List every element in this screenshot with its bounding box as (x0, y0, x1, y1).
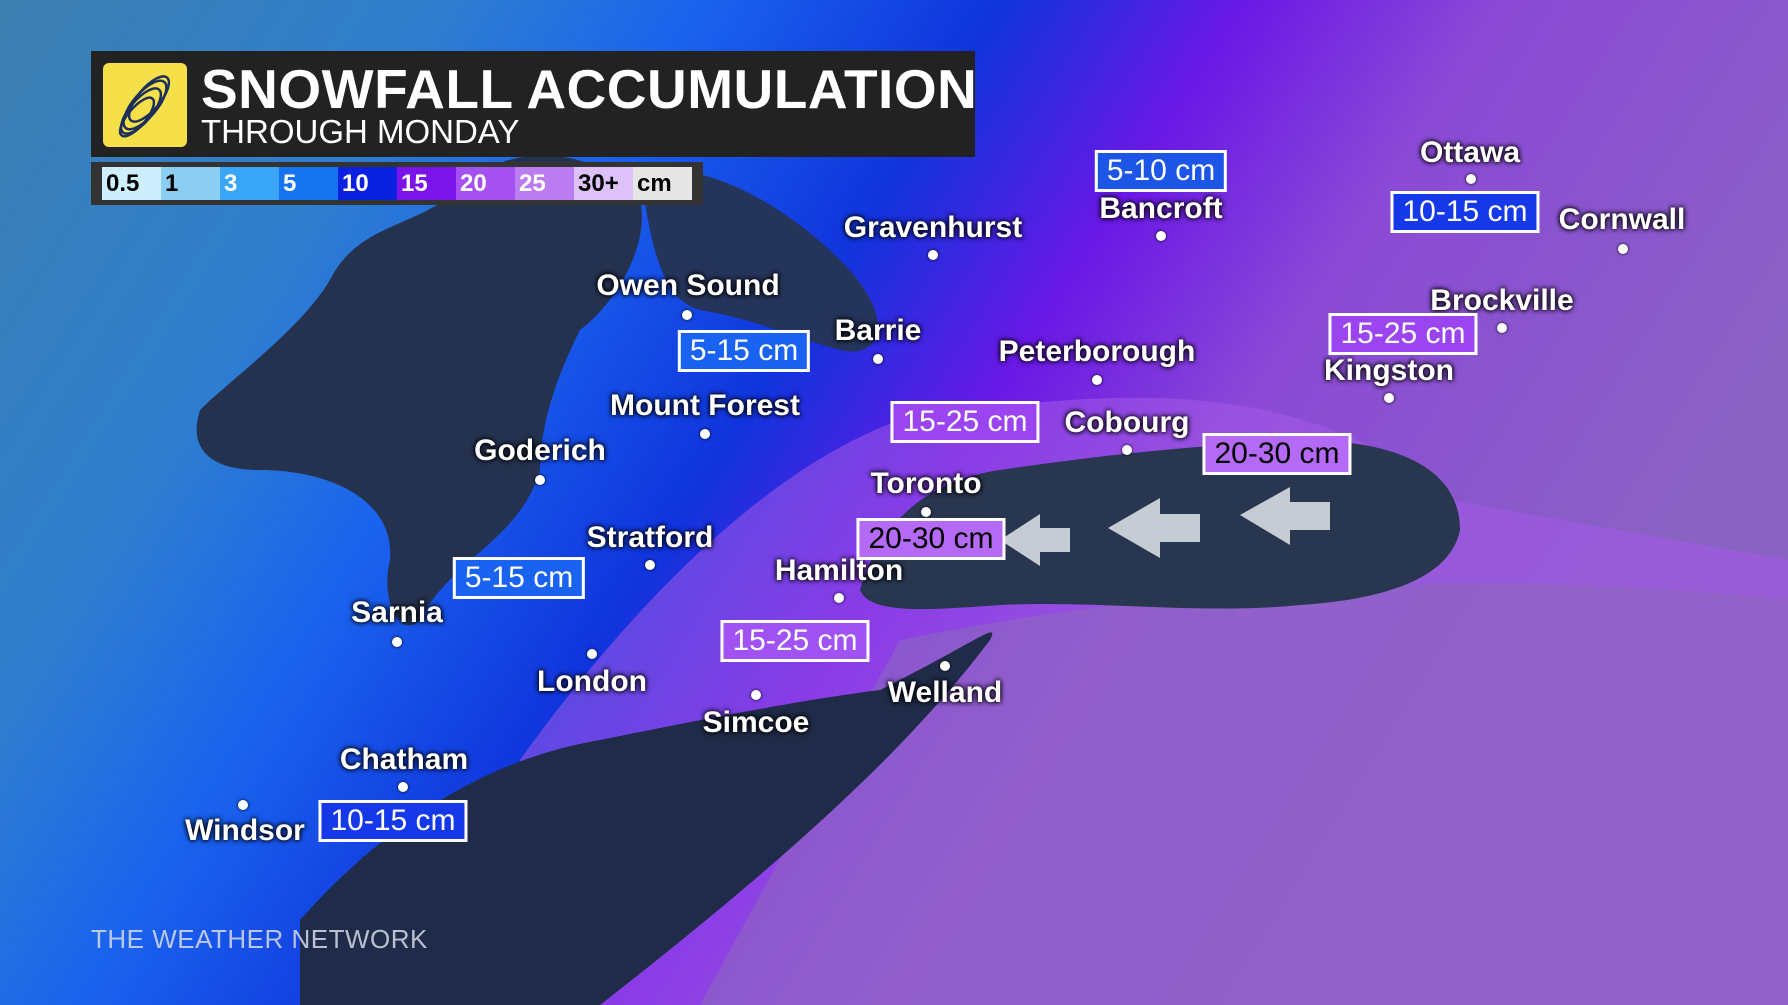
arrow-left-icon (1000, 514, 1070, 566)
legend-swatch: cm (633, 167, 692, 200)
color-legend: 0.5 1 3 5 10 15 20 25 30+ cm (91, 162, 703, 205)
city-marker (682, 310, 692, 320)
city-marker (398, 782, 408, 792)
city-marker (928, 250, 938, 260)
city-label: Kingston (1324, 354, 1454, 387)
city-label: Stratford (586, 521, 714, 554)
city-marker (1092, 375, 1102, 385)
city-marker (238, 800, 248, 810)
city-marker (1156, 231, 1166, 241)
city-marker (1618, 244, 1628, 254)
snowfall-amount-label: 15-25 cm (720, 620, 870, 662)
city-label: Simcoe (702, 706, 810, 739)
snowfall-amount-label: 10-15 cm (1390, 191, 1540, 233)
city-label: Gravenhurst (843, 211, 1023, 244)
city-marker (645, 560, 655, 570)
snow-band-upstate (700, 583, 1788, 1005)
georgian-bay (640, 168, 878, 352)
legend-swatch: 30+ (574, 167, 633, 200)
city-label: Sarnia (351, 596, 443, 629)
city-marker (392, 637, 402, 647)
city-label: London (537, 665, 647, 698)
lake-huron (196, 155, 642, 626)
city-marker (834, 593, 844, 603)
city-label: Windsor (185, 814, 305, 847)
city-label: Goderich (474, 434, 606, 467)
legend-swatch: 0.5 (102, 167, 161, 200)
city-marker (587, 649, 597, 659)
legend-swatch: 15 (397, 167, 456, 200)
brand-watermark: THE WEATHER NETWORK (91, 924, 428, 954)
legend-swatch: 5 (279, 167, 338, 200)
city-label: Owen Sound (596, 269, 780, 302)
weather-network-logo-icon (103, 63, 187, 147)
snowfall-amount-label: 5-10 cm (1094, 150, 1228, 192)
city-marker (700, 429, 710, 439)
city-label: Bancroft (1099, 192, 1223, 225)
city-marker (1384, 393, 1394, 403)
wind-arrows (1000, 487, 1330, 566)
snowfall-amount-label: 20-30 cm (856, 518, 1006, 560)
city-marker (535, 475, 545, 485)
snowfall-amount-label: 20-30 cm (1202, 433, 1352, 475)
title-banner: SNOWFALL ACCUMULATION THROUGH MONDAY (91, 51, 978, 157)
city-label: Mount Forest (610, 389, 800, 422)
snowfall-amount-label: 5-15 cm (452, 557, 586, 599)
city-label: Welland (887, 676, 1003, 709)
map-title: SNOWFALL ACCUMULATION (201, 58, 978, 120)
legend-swatch: 25 (515, 167, 574, 200)
legend-swatch: 1 (161, 167, 220, 200)
city-marker (873, 354, 883, 364)
legend-swatch: 20 (456, 167, 515, 200)
city-marker (751, 690, 761, 700)
snowfall-amount-label: 5-15 cm (677, 330, 811, 372)
lake-erie (300, 632, 993, 1005)
city-marker (1466, 174, 1476, 184)
legend-swatch: 3 (220, 167, 279, 200)
city-marker (940, 661, 950, 671)
snowfall-amount-label: 15-25 cm (1328, 313, 1478, 355)
city-marker (921, 507, 931, 517)
city-label: Toronto (870, 467, 982, 500)
map-subtitle: THROUGH MONDAY (201, 113, 520, 150)
city-label: Cornwall (1558, 203, 1686, 236)
arrow-left-icon (1108, 498, 1200, 558)
city-marker (1497, 323, 1507, 333)
city-label: Brockville (1430, 284, 1574, 317)
city-label: Chatham (339, 743, 469, 776)
snowfall-amount-label: 15-25 cm (890, 401, 1040, 443)
city-label: Ottawa (1419, 136, 1521, 169)
city-label: Barrie (834, 314, 922, 347)
arrow-left-icon (1240, 487, 1330, 545)
snowfall-amount-label: 10-15 cm (318, 800, 468, 842)
city-label: Cobourg (1064, 406, 1190, 439)
legend-swatch: 10 (338, 167, 397, 200)
city-marker (1122, 445, 1132, 455)
city-label: Peterborough (998, 335, 1196, 368)
